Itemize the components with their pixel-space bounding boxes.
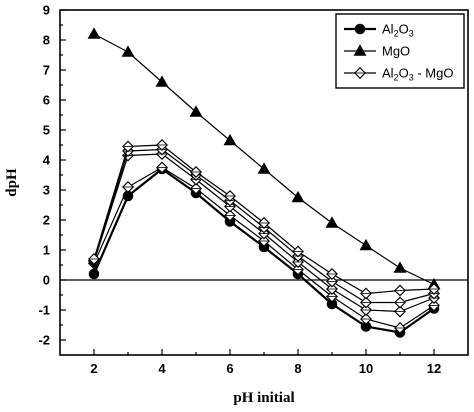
series-5-point-5 [258,217,270,229]
series-3-point-5 [258,227,270,240]
series-1-point-8 [359,238,373,251]
series-5-point-9 [394,284,406,297]
series-2-point-9 [394,322,406,334]
legend-label-0-label_mid: O [399,22,409,37]
series-3-point-8 [360,304,372,316]
legend-label-0: Al2O3 [382,22,414,39]
series-2-point-1 [122,181,134,193]
legend-label-2-sub2: 3 [409,73,414,83]
y-tick-label-2: 2 [43,213,50,228]
series-5 [88,139,440,300]
series-5-point-7 [326,268,338,280]
series-1-point-6 [291,190,305,203]
series-5-point-1 [122,140,134,153]
series-4-point-8 [360,296,372,309]
legend-label-2: Al2O3 - MgO [382,66,453,83]
legend-entry-0: Al2O3 [344,22,414,39]
y-tick-label-3: 3 [43,183,50,198]
series-5-point-8 [360,287,372,300]
series-2 [88,161,440,334]
legend-label-0-sub2: 3 [409,29,414,39]
legend-label-0-label_main: Al [382,22,394,37]
series-2-point-7 [326,290,338,303]
x-tick-label-8: 8 [294,361,301,376]
legend-label-2-sub1: 2 [394,73,399,83]
legend-marker-1 [353,44,367,56]
series-1 [87,27,441,290]
series-1-point-3 [189,105,203,117]
y-tick-label-8: 8 [43,33,50,48]
series-group [87,27,441,338]
series-5-point-6 [292,245,304,258]
series-1-point-0 [87,27,101,39]
series-2-point-6 [292,263,304,276]
series-4-point-7 [326,275,338,288]
series-2-point-3 [190,182,202,195]
series-1-point-9 [393,261,407,273]
x-tick-label-2: 2 [90,361,97,376]
x-tick-label-10: 10 [359,361,373,376]
series-1-point-7 [325,216,339,228]
legend-entry-1: MgO [344,44,410,59]
x-axis-title: pH initial [233,390,294,406]
x-tick-label-6: 6 [226,361,233,376]
y-tick-label-9: 9 [43,3,50,18]
series-2-point-5 [258,235,270,247]
series-1-point-5 [257,162,271,174]
series-1-point-2 [155,75,169,87]
series-2-point-4 [224,209,236,222]
series-5-point-0 [88,253,100,265]
series-2-point-2 [156,161,168,174]
y-tick-label-6: 6 [43,93,50,108]
legend-label-1-label_main: MgO [382,44,410,59]
x-tick-label-4: 4 [158,361,166,376]
legend-label-2-label_mid: O [399,66,409,81]
y-axis-title: dpH [4,168,20,197]
series-5-point-2 [156,139,168,151]
y-tick-label--2: -2 [38,333,50,348]
series-1-point-4 [223,133,237,146]
y-tick-label-5: 5 [43,123,50,138]
series-5-point-10 [428,283,440,295]
legend-label-0-sub1: 2 [394,29,399,39]
series-3-point-9 [394,305,406,318]
series-4-point-9 [394,296,406,309]
legend-label-2-label_tail: - MgO [414,66,454,81]
y-tick-label-4: 4 [43,153,51,168]
y-tick-label-1: 1 [43,243,50,258]
legend-label-1: MgO [382,44,410,59]
series-5-point-3 [190,166,202,178]
legend-entry-2: Al2O3 - MgO [344,66,453,83]
x-tick-label-12: 12 [427,361,441,376]
y-tick-label-0: 0 [43,273,50,288]
series-5-point-4 [224,190,236,202]
series-1-point-1 [121,45,135,57]
legend-label-2-label_main: Al [382,66,394,81]
series-2-point-8 [360,313,372,325]
series-3-point-6 [292,256,304,268]
series-2-point-10 [428,299,440,312]
y-tick-label-7: 7 [43,63,50,78]
series-3-point-7 [326,283,338,295]
series-0-point-0 [88,268,100,280]
legend-marker-2 [354,67,366,79]
series-3-point-4 [224,200,236,213]
y-tick-label--1: -1 [38,303,50,318]
legend-marker-0 [354,23,366,35]
